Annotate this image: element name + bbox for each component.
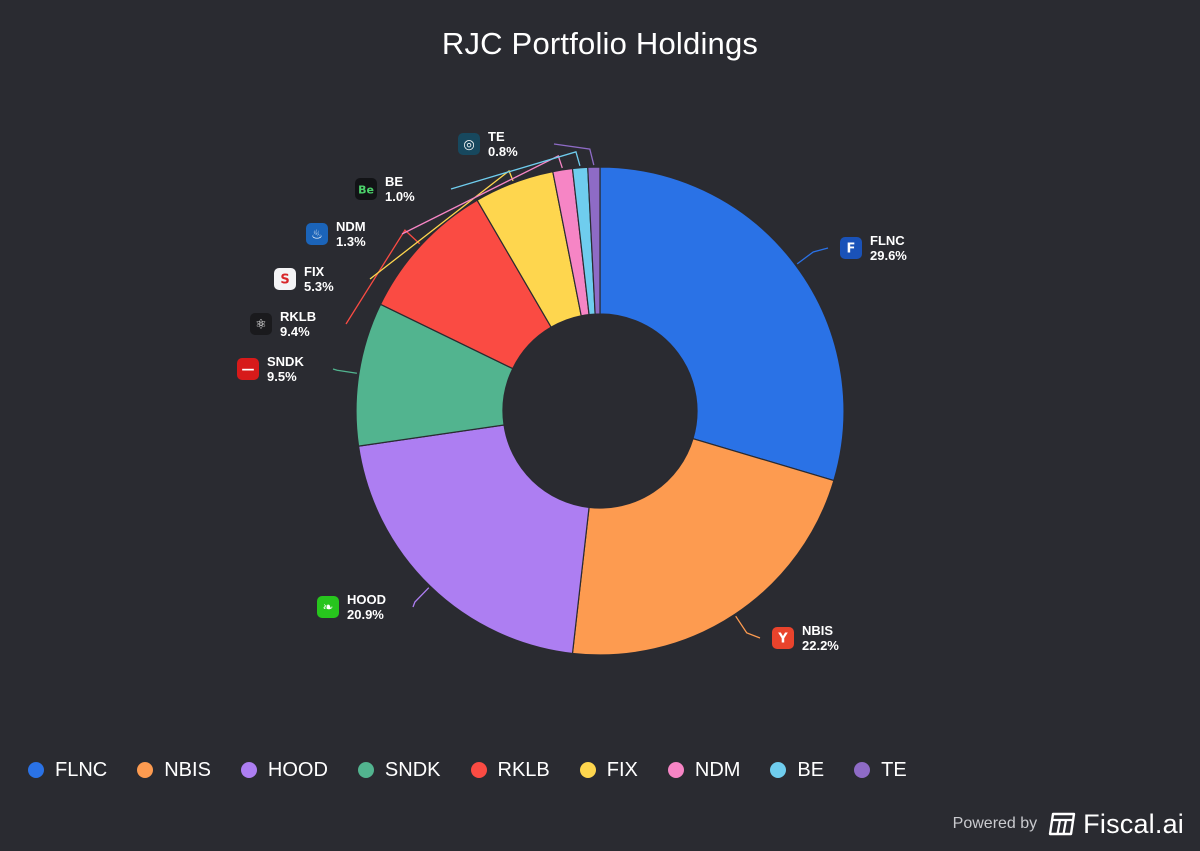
slice-te[interactable] — [587, 166, 601, 315]
leader-line-flnc — [796, 247, 829, 265]
sandisk-logo-icon: — — [237, 358, 259, 380]
svg-text:—: — — [242, 363, 255, 378]
data-label-value: 20.9% — [347, 607, 384, 622]
legend-item-nbis[interactable]: NBIS — [137, 759, 211, 782]
svg-text:Be: Be — [358, 184, 374, 197]
legend-marker — [667, 762, 684, 778]
bull-logo-icon: ♨ — [306, 223, 328, 245]
slice-rklb[interactable] — [379, 199, 552, 370]
data-label-value: 22.2% — [802, 638, 839, 653]
leader-line-fix — [369, 169, 514, 280]
legend-label: RKLB — [497, 758, 550, 781]
fluence-logo-icon: F — [840, 237, 862, 259]
data-label-ticker: TE — [488, 129, 505, 144]
leader-line-be — [450, 151, 581, 190]
rocket-lab-atom-icon: ⚛ — [250, 313, 272, 335]
legend-label: TE — [881, 758, 907, 781]
data-label-value: 5.3% — [304, 279, 334, 294]
robinhood-feather-icon: ❧ — [317, 596, 339, 618]
legend-item-fix[interactable]: FIX — [579, 758, 638, 782]
legend-marker — [357, 762, 374, 778]
data-label-ticker: HOOD — [347, 592, 386, 607]
data-label-value: 1.0% — [385, 189, 415, 204]
legend-item-be[interactable]: BE — [770, 759, 824, 782]
svg-text:S: S — [280, 273, 289, 288]
legend-label: SNDK — [384, 758, 441, 781]
powered-by-text: Powered by — [952, 815, 1038, 832]
nebius-logo-icon: Y — [772, 627, 794, 649]
legend-label: NDM — [694, 758, 741, 781]
chart-title: RJC Portfolio Holdings — [441, 26, 759, 61]
comfort-systems-logo-icon: S — [274, 268, 296, 290]
data-label-ticker: RKLB — [280, 309, 316, 324]
legend-marker — [470, 762, 487, 778]
legend-item-hood[interactable]: HOOD — [240, 758, 328, 782]
data-label-te: ◎ TE0.8% — [458, 129, 518, 159]
svg-text:Y: Y — [777, 632, 788, 647]
footer-attribution: Powered by Fiscal.ai — [953, 806, 1184, 842]
data-label-value: 9.5% — [267, 369, 297, 384]
data-label-ticker: NDM — [336, 219, 366, 234]
legend-marker — [28, 762, 44, 778]
data-label-ticker: SNDK — [267, 354, 304, 369]
svg-text:♨: ♨ — [311, 228, 323, 243]
legend-label: HOOD — [267, 758, 328, 781]
legend-item-rklb[interactable]: RKLB — [470, 758, 550, 782]
svg-text:◎: ◎ — [463, 138, 474, 153]
legend-marker — [137, 762, 154, 778]
svg-text:⚛: ⚛ — [255, 318, 267, 333]
legend: FLNC NBIS HOOD SNDK RKLB FIX NDM BE TE — [28, 757, 937, 783]
slices-layer — [355, 166, 845, 656]
legend-label: FIX — [606, 758, 638, 781]
svg-text:F: F — [847, 242, 856, 257]
fiscal-ai-brand: Fiscal.ai — [1083, 808, 1184, 839]
legend-item-ndm[interactable]: NDM — [667, 758, 741, 782]
legend-item-te[interactable]: TE — [854, 759, 907, 782]
fiscal-ai-logo-icon — [1048, 812, 1076, 836]
leader-line-hood — [412, 587, 430, 608]
leader-line-sndk — [332, 368, 358, 374]
legend-marker — [579, 762, 596, 778]
legend-label: NBIS — [164, 758, 211, 781]
data-label-ticker: FLNC — [870, 233, 905, 248]
legend-marker — [240, 762, 257, 778]
leader-line-rklb — [345, 229, 421, 325]
legend-label: FLNC — [55, 758, 108, 781]
svg-text:❧: ❧ — [323, 601, 334, 616]
data-label-value: 29.6% — [870, 248, 907, 263]
leader-lines-layer — [332, 143, 829, 639]
leader-line-nbis — [735, 615, 761, 639]
slice-nbis[interactable] — [571, 437, 835, 656]
data-label-ticker: FIX — [304, 264, 325, 279]
data-label-value: 0.8% — [488, 144, 518, 159]
swirl-logo-icon: ◎ — [458, 133, 480, 155]
data-label-ticker: BE — [385, 174, 403, 189]
data-label-value: 9.4% — [280, 324, 310, 339]
legend-item-sndk[interactable]: SNDK — [357, 758, 441, 782]
data-label-value: 1.3% — [336, 234, 366, 249]
legend-label: BE — [797, 758, 825, 781]
bloom-energy-logo-icon: Be — [355, 178, 377, 200]
data-label-be: Be BE1.0% — [355, 174, 415, 204]
slice-flnc[interactable] — [599, 166, 845, 482]
legend-item-flnc[interactable]: FLNC — [28, 759, 107, 782]
data-label-ticker: NBIS — [802, 623, 833, 638]
leader-line-te — [553, 143, 595, 166]
legend-marker — [854, 762, 871, 778]
slice-hood[interactable] — [357, 424, 590, 655]
legend-marker — [770, 762, 787, 778]
leader-line-ndm — [401, 154, 563, 235]
